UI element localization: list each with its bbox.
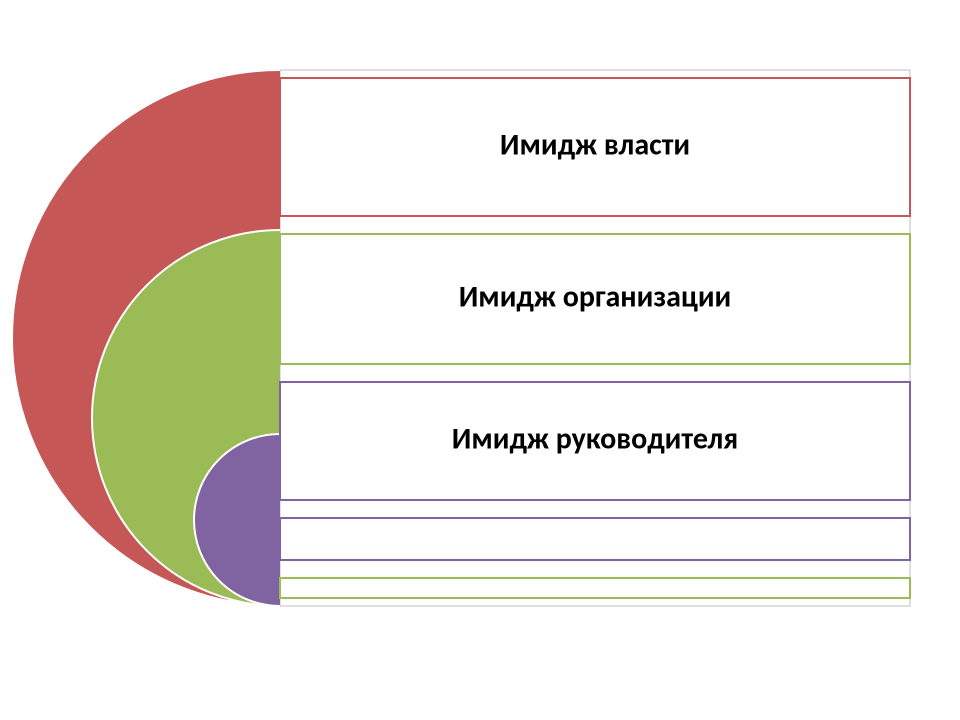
label-text-2: Имидж руководителя (452, 420, 738, 457)
diagram-stage: Имидж власти Имидж организации Имидж руков… (0, 0, 960, 720)
bottom-band-1 (280, 578, 910, 598)
label-text-0: Имидж власти (500, 126, 690, 163)
stacked-venn-svg: Имидж власти Имидж организации Имидж руков… (0, 0, 960, 720)
bottom-band-0 (280, 518, 910, 560)
label-text-1: Имидж организации (459, 278, 731, 315)
